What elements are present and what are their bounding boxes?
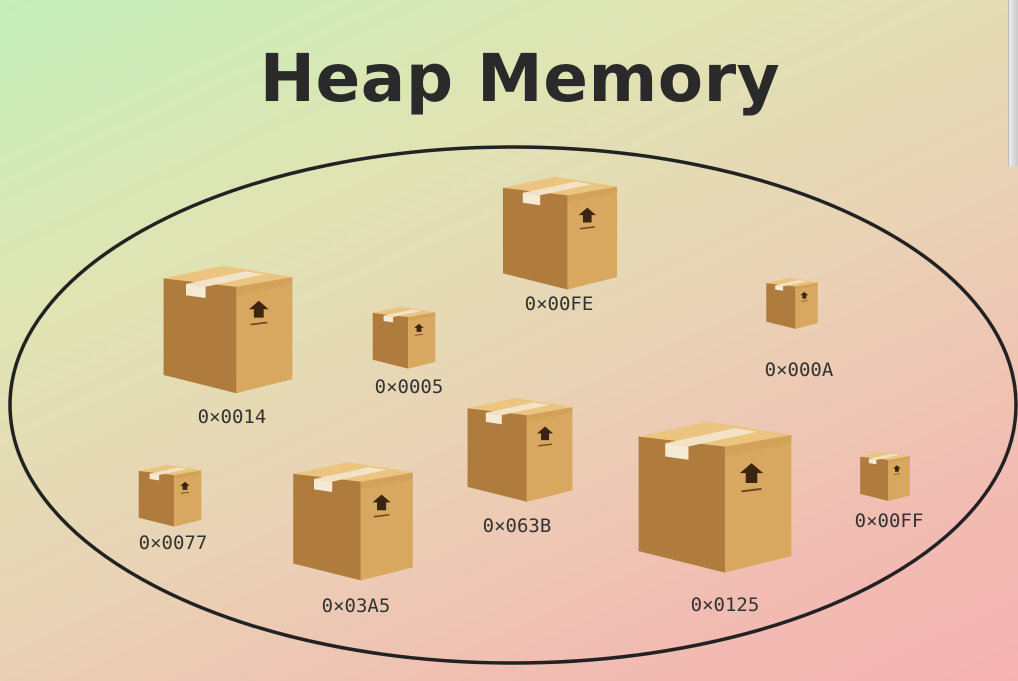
box-icon bbox=[765, 277, 819, 330]
heap-box: 0×000A bbox=[765, 277, 834, 381]
address-label: 0×0005 bbox=[375, 376, 444, 398]
address-label: 0×03A5 bbox=[322, 595, 391, 617]
address-label: 0×063B bbox=[483, 515, 552, 537]
address-label: 0×00FE bbox=[525, 293, 594, 315]
heap-box: 0×03A5 bbox=[292, 461, 414, 617]
heap-box: 0×063B bbox=[466, 397, 574, 537]
box-icon bbox=[859, 451, 911, 502]
heap-box: 0×0005 bbox=[372, 306, 444, 398]
address-label: 0×000A bbox=[765, 359, 834, 381]
box-icon bbox=[372, 306, 436, 370]
box-icon bbox=[138, 464, 202, 528]
window-edge bbox=[1008, 0, 1018, 166]
heap-box: 0×00FF bbox=[855, 451, 924, 532]
box-icon bbox=[162, 264, 294, 395]
address-label: 0×0077 bbox=[139, 532, 208, 554]
box-icon bbox=[502, 175, 618, 291]
address-label: 0×0014 bbox=[198, 406, 267, 428]
heap-box: 0×0014 bbox=[162, 264, 294, 428]
box-icon bbox=[466, 397, 574, 503]
box-icon bbox=[637, 420, 793, 574]
address-label: 0×00FF bbox=[855, 510, 924, 532]
heap-box: 0×0125 bbox=[637, 420, 793, 616]
box-icon bbox=[292, 461, 414, 582]
heap-box: 0×0077 bbox=[138, 464, 208, 554]
page-title: Heap Memory bbox=[259, 40, 781, 117]
address-label: 0×0125 bbox=[691, 594, 760, 616]
heap-boundary bbox=[8, 145, 1018, 665]
heap-box: 0×00FE bbox=[502, 175, 618, 315]
